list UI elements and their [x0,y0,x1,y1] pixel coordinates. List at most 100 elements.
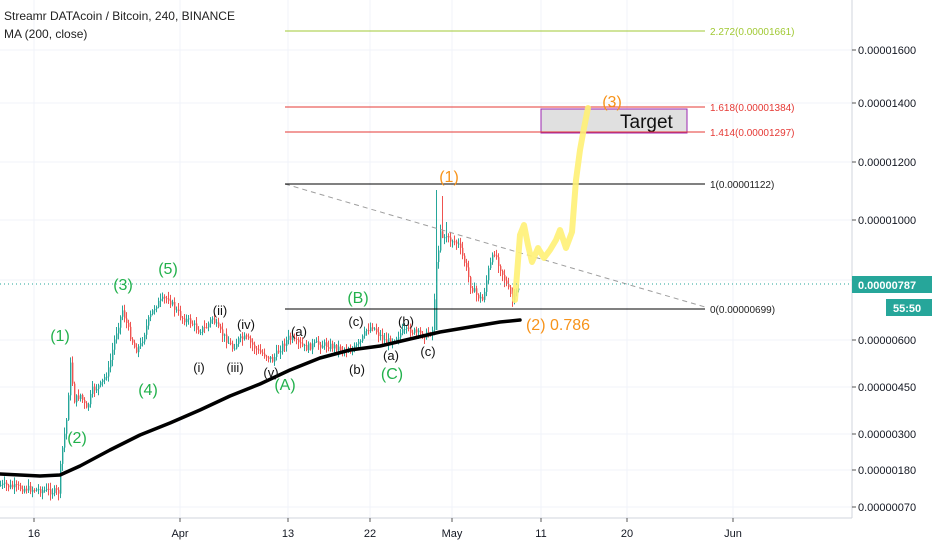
candle [138,344,140,358]
candle [416,326,418,337]
candle [102,378,104,387]
candle-body [280,351,282,353]
candle-body [86,403,88,408]
candle [444,234,446,245]
candle-body [120,316,122,328]
candle [304,343,306,352]
candle [108,360,110,382]
candle-body [396,338,398,341]
target-box [540,108,688,134]
candle-body [174,301,176,310]
candle [402,323,404,336]
x-tick-label: 20 [621,528,633,540]
candle-body [224,334,226,336]
candle-body [350,351,352,353]
candle [8,483,10,492]
candle [142,337,144,347]
candle-body [362,335,364,341]
candle-body [482,296,484,300]
candle-body [230,342,232,344]
candle [314,339,316,348]
candle-body [302,343,304,346]
candle [98,383,100,396]
candle-body [34,489,36,491]
candle [376,323,378,335]
candle-body [332,343,334,349]
candle-body [24,488,26,492]
candle-body [118,327,120,334]
candle [464,253,466,267]
candle [64,427,66,453]
candle-body [418,330,420,333]
candle-body [282,343,284,352]
candle [172,299,174,307]
candle [384,333,386,346]
candle [478,293,480,302]
candle [458,238,460,249]
candle [182,315,184,324]
fib-label: 2.272(0.00001661) [710,27,795,38]
candle [188,315,190,325]
candle-body [4,482,6,484]
candle-body [274,356,276,362]
candle-body [478,294,480,299]
candle [24,485,26,494]
candle [166,295,168,304]
candle-body [324,342,326,346]
candle [320,341,322,354]
candle-body [476,288,478,295]
candle [174,297,176,317]
candle-body [210,319,212,324]
x-axis: 16 Apr 13 22 May 11 20 Jun [28,518,742,540]
candle [460,237,462,255]
candle-body [272,357,274,362]
candle [12,480,14,490]
candle-body [198,329,200,333]
candle-body [240,336,242,339]
candle [84,397,86,409]
candle-body [140,343,142,347]
candle-body [480,296,482,299]
wave-label: (iii) [226,360,243,375]
candle-body [484,291,486,300]
candle-body [250,338,252,343]
candle-body [134,342,136,348]
candle-body [206,327,208,329]
candle [310,342,312,351]
candle [62,446,64,471]
candle [124,304,126,323]
candle [452,239,454,248]
candle-body [308,343,310,351]
candle-body [292,337,294,340]
candle [434,293,436,336]
candle [90,390,92,408]
x-tick-label: 13 [282,528,294,540]
candle [240,333,242,343]
candle [218,317,220,329]
candle-body [124,310,126,319]
candle [382,328,384,346]
candle-body [384,339,386,341]
candle [152,309,154,316]
wave-label: (b) [349,362,365,377]
candle [412,329,414,336]
candle-body [488,268,490,281]
candle [248,333,250,340]
candle [164,294,166,304]
candle-body [58,489,60,494]
candle-body [496,255,498,258]
candle-body [370,327,372,332]
candle [370,322,372,333]
candle [38,484,40,495]
candle [50,482,52,501]
candle [32,486,34,498]
candle-body [262,352,264,354]
candle-body [322,345,324,348]
candle-body [454,241,456,243]
candle-body [38,489,40,491]
candle-body [456,241,458,244]
candle [356,342,358,348]
candle-body [458,243,460,245]
candle-body [20,485,22,490]
